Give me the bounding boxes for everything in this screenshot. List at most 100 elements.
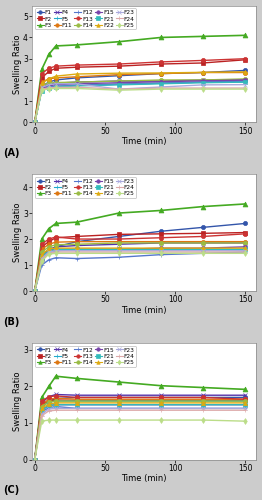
F24	[117, 249, 121, 255]
F24	[33, 456, 36, 462]
F2	[244, 230, 247, 235]
F24	[54, 407, 57, 413]
F13	[54, 393, 57, 399]
F25	[40, 87, 43, 93]
Text: (A): (A)	[3, 148, 19, 158]
F3	[33, 288, 36, 294]
F4	[40, 400, 43, 406]
F1	[201, 70, 205, 75]
F13	[244, 396, 247, 402]
F4	[47, 246, 50, 252]
F25	[244, 250, 247, 256]
Line: F13: F13	[33, 232, 247, 293]
F14	[244, 76, 247, 82]
F3	[201, 384, 205, 390]
F3	[160, 208, 163, 214]
F25	[75, 250, 78, 256]
F15	[201, 245, 205, 251]
F25	[40, 418, 43, 424]
Line: F12: F12	[33, 79, 247, 124]
F1	[40, 404, 43, 409]
F25	[244, 86, 247, 92]
F23	[75, 248, 78, 254]
F24	[160, 249, 163, 255]
F21	[47, 248, 50, 254]
F13	[160, 59, 163, 65]
F14	[117, 398, 121, 404]
F14	[160, 240, 163, 246]
F11	[160, 70, 163, 76]
Line: F21: F21	[33, 402, 247, 462]
F14	[40, 82, 43, 88]
F11	[40, 79, 43, 85]
F13	[47, 66, 50, 71]
F3	[75, 42, 78, 48]
F13	[201, 394, 205, 400]
F23	[40, 256, 43, 262]
Line: F23: F23	[33, 82, 247, 124]
F21	[54, 246, 57, 252]
F25	[75, 86, 78, 91]
F24	[75, 84, 78, 90]
F1	[47, 79, 50, 85]
F4	[40, 84, 43, 90]
F12	[75, 256, 78, 262]
F4	[75, 242, 78, 248]
Text: (B): (B)	[3, 316, 19, 326]
F11	[160, 238, 163, 244]
F13	[160, 234, 163, 240]
F23	[117, 406, 121, 411]
F24	[201, 407, 205, 413]
F5	[160, 80, 163, 86]
F1	[201, 224, 205, 230]
F12	[75, 406, 78, 411]
F14	[33, 120, 36, 126]
F5	[33, 120, 36, 126]
F5	[40, 404, 43, 409]
F25	[54, 86, 57, 91]
F11	[47, 241, 50, 247]
F22	[201, 245, 205, 251]
F5	[201, 398, 205, 404]
F2	[47, 238, 50, 244]
F11	[201, 396, 205, 402]
F3	[117, 379, 121, 385]
F25	[33, 120, 36, 126]
F12	[244, 406, 247, 411]
F1	[54, 77, 57, 83]
F2	[47, 398, 50, 404]
F13	[33, 288, 36, 294]
F1	[117, 394, 121, 400]
F21	[33, 288, 36, 294]
F11	[75, 396, 78, 402]
F14	[47, 244, 50, 250]
F12	[244, 249, 247, 255]
Line: F23: F23	[33, 406, 247, 462]
F21	[33, 120, 36, 126]
F15	[47, 402, 50, 408]
F14	[47, 399, 50, 405]
F11	[47, 76, 50, 82]
F11	[117, 396, 121, 402]
F4	[160, 78, 163, 84]
F3	[117, 210, 121, 216]
F15	[75, 246, 78, 252]
F24	[33, 120, 36, 126]
Line: F13: F13	[33, 56, 247, 124]
F14	[117, 240, 121, 246]
F2	[117, 63, 121, 69]
F15	[40, 407, 43, 413]
Line: F11: F11	[33, 70, 247, 124]
F22	[40, 252, 43, 258]
F4	[54, 80, 57, 86]
F13	[75, 394, 78, 400]
F14	[40, 404, 43, 409]
Line: F22: F22	[33, 401, 247, 462]
F11	[47, 396, 50, 402]
F23	[40, 411, 43, 417]
F3	[117, 38, 121, 44]
F3	[244, 201, 247, 207]
F1	[75, 394, 78, 400]
F25	[75, 417, 78, 423]
Line: F5: F5	[33, 80, 247, 124]
